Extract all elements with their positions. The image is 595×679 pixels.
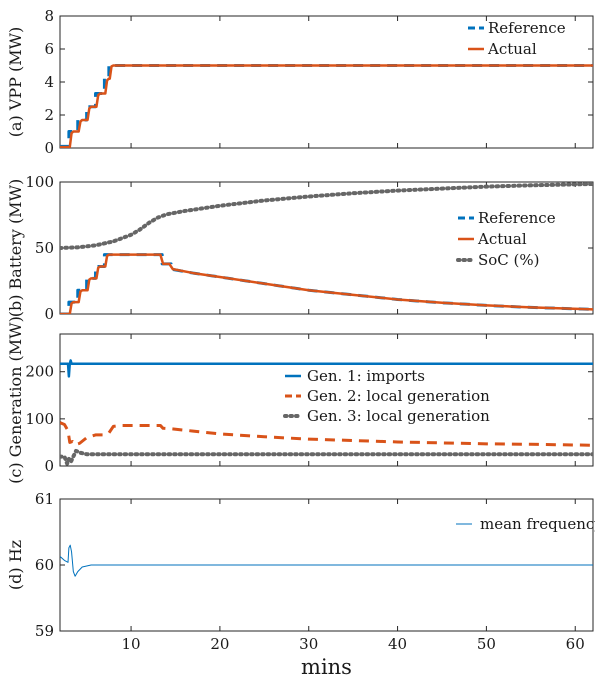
series-line-2 — [60, 64, 593, 148]
x-tick-label: 10 — [122, 635, 141, 653]
y-tick-label: 200 — [25, 363, 54, 381]
y-tick-label: 2 — [44, 106, 54, 124]
panel-4: 59 60 61 10 20 30 40 50 60 (d) Hz mins mean frequen… — [6, 490, 595, 679]
x-tick-label: 20 — [210, 635, 229, 653]
y-tick-label: 100 — [25, 173, 54, 191]
axes-frame — [59, 333, 594, 467]
legend-label: Gen. 3: local generation — [307, 407, 490, 425]
x-tick-label: 40 — [388, 635, 407, 653]
series-line-2 — [60, 421, 593, 447]
legend-label: Gen. 2: local generation — [307, 387, 490, 405]
legend-label: SoC (%) — [478, 251, 540, 269]
legend-label: Reference — [488, 19, 566, 37]
y-tick-label: 6 — [44, 40, 54, 58]
x-tick-label: 30 — [299, 635, 318, 653]
y-axis-label: (a) VPP (MW) — [6, 27, 25, 138]
y-tick-label: 59 — [35, 622, 54, 640]
y-axis-label: (c) Generation (MW) — [6, 316, 25, 484]
x-tick-label: 50 — [477, 635, 496, 653]
series-line-1 — [60, 64, 593, 148]
legend-label: Actual — [477, 230, 527, 248]
y-tick-label: 0 — [44, 139, 54, 157]
y-tick-label: 0 — [44, 305, 54, 323]
panel-3: 0 100 200(c) Generation (MW) Gen. 1: import… — [6, 316, 594, 484]
y-tick-label: 50 — [35, 239, 54, 257]
panel-1: 0 2 4 6 8 (a) VPP (MW) Reference Actual — [6, 7, 594, 157]
y-tick-label: 4 — [44, 73, 54, 91]
series-line-1 — [60, 359, 593, 378]
y-axis-label: (d) Hz — [6, 540, 25, 590]
legend-label: Reference — [478, 209, 556, 227]
series-line-3 — [60, 448, 593, 466]
legend-label: Gen. 1: imports — [307, 367, 425, 385]
y-tick-label: 100 — [25, 410, 54, 428]
y-tick-label: 0 — [44, 457, 54, 475]
axes-frame — [59, 181, 594, 315]
y-tick-label: 60 — [35, 556, 54, 574]
legend-label: Actual — [487, 40, 537, 58]
y-tick-label: 8 — [44, 7, 54, 25]
x-tick-label: 60 — [566, 635, 585, 653]
y-tick-label: 61 — [35, 490, 54, 508]
panel-2: 0 50 100(b) Battery (MW) Reference Actual SoC… — [6, 173, 594, 323]
y-axis-label: (b) Battery (MW) — [6, 179, 25, 318]
series-line-3 — [60, 182, 593, 250]
x-axis-label: mins — [301, 655, 352, 679]
series-line-2 — [60, 253, 593, 314]
series-line-1 — [60, 544, 593, 577]
legend-label: mean frequency — [480, 515, 595, 533]
